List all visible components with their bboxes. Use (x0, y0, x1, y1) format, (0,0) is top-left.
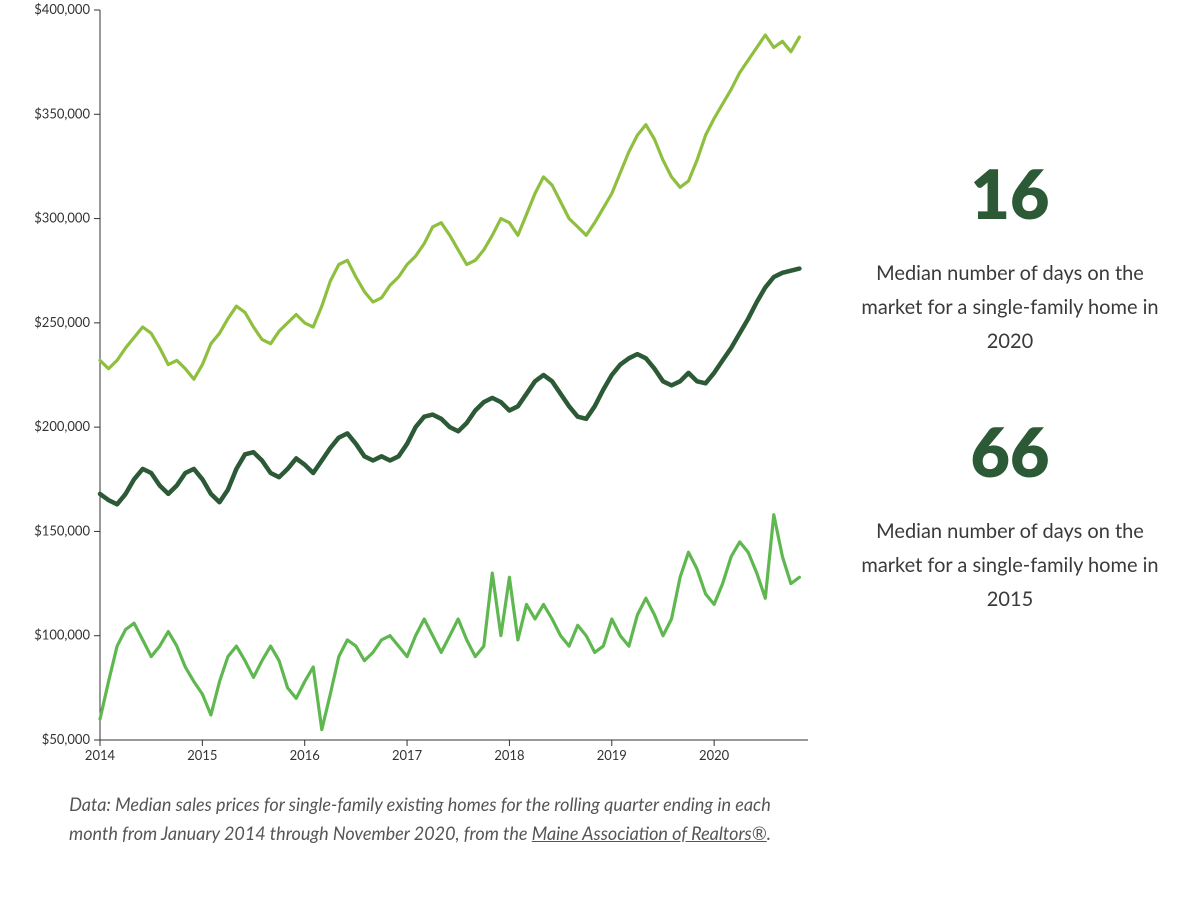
svg-text:$250,000: $250,000 (34, 314, 90, 330)
price-line-chart: $50,000 $100,000 $150,000 $200,000 $250,000 $… (20, 0, 820, 780)
svg-text:2015: 2015 (187, 747, 217, 763)
svg-text:$350,000: $350,000 (34, 105, 90, 121)
svg-text:$150,000: $150,000 (34, 522, 90, 538)
page-root: $50,000 $100,000 $150,000 $200,000 $250,000 $… (0, 0, 1200, 907)
svg-text:$200,000: $200,000 (34, 418, 90, 434)
stat-number-2015: 66 (840, 418, 1180, 486)
svg-text:2020: 2020 (699, 747, 730, 763)
svg-text:$100,000: $100,000 (34, 627, 90, 643)
svg-text:2018: 2018 (494, 747, 524, 763)
svg-text:2017: 2017 (392, 747, 423, 763)
caption-suffix: . (767, 822, 771, 844)
svg-text:2016: 2016 (290, 747, 320, 763)
svg-text:2014: 2014 (85, 747, 116, 763)
svg-text:$300,000: $300,000 (34, 210, 90, 226)
stat-number-2020: 16 (840, 160, 1180, 228)
svg-text:2019: 2019 (597, 747, 627, 763)
chart-caption: Data: Median sales prices for single-fam… (60, 790, 780, 848)
stat-desc-2020: Median number of days on the market for … (840, 256, 1180, 358)
svg-text:$50,000: $50,000 (42, 731, 91, 747)
stat-block-2015: 66 Median number of days on the market f… (840, 418, 1180, 616)
stat-block-2020: 16 Median number of days on the market f… (840, 160, 1180, 358)
stat-desc-2015: Median number of days on the market for … (840, 514, 1180, 616)
caption-source-link[interactable]: Maine Association of Realtors® (532, 822, 767, 844)
svg-text:$400,000: $400,000 (34, 1, 90, 17)
side-stats: 16 Median number of days on the market f… (840, 160, 1180, 676)
